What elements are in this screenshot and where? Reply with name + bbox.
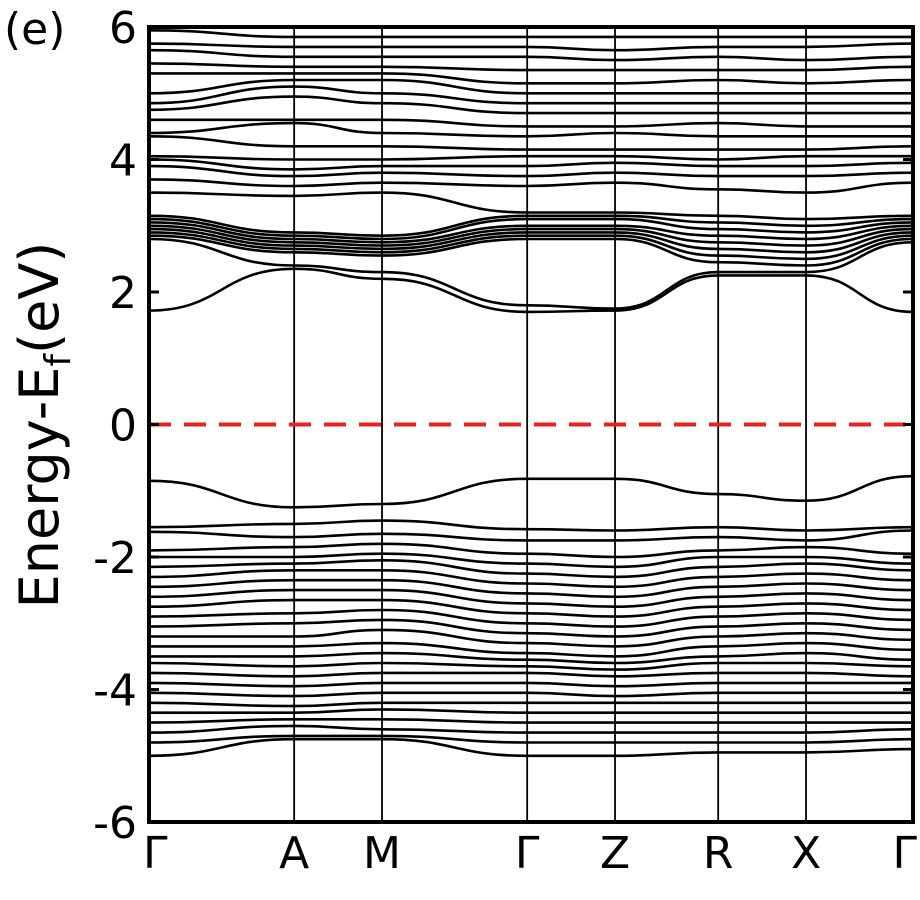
band-line: [148, 85, 913, 105]
band-line: [148, 42, 914, 52]
band-line: [148, 701, 914, 708]
band-line: [148, 474, 914, 509]
y-tick-label: -4: [93, 666, 137, 717]
k-point-label: M: [363, 828, 401, 879]
y-axis-label: Energy-Ef(eV): [8, 242, 79, 609]
k-point-label: R: [703, 828, 734, 879]
band-line: [148, 135, 914, 151]
y-axis-label-subscript: f: [38, 353, 79, 367]
band-line: [148, 519, 914, 532]
band-line: [148, 158, 914, 171]
y-axis-ticks: -6 -4 -2 0 2 4 6: [93, 3, 913, 849]
y-tick-label: 2: [109, 268, 137, 319]
band-line: [148, 542, 914, 559]
band-line: [148, 178, 914, 194]
band-line: [149, 651, 914, 665]
band-line: [148, 29, 913, 39]
band-line: [148, 717, 913, 724]
band-line: [148, 724, 914, 734]
band-line: [148, 154, 913, 161]
band-line: [148, 671, 914, 678]
band-line: [148, 237, 914, 310]
band-line: [148, 48, 914, 62]
k-point-label: Γ: [515, 828, 540, 879]
band-line: [148, 708, 913, 715]
k-point-label: Z: [600, 828, 630, 879]
k-point-label: X: [791, 828, 821, 879]
band-line: [148, 529, 914, 542]
y-tick-label: 0: [109, 401, 137, 452]
band-line: [148, 62, 914, 72]
y-tick-label: -2: [93, 533, 137, 584]
panel-label: (e): [4, 4, 65, 55]
band-line: [148, 95, 913, 115]
y-tick-label: 4: [109, 136, 137, 187]
k-point-label: Γ: [892, 828, 917, 879]
y-axis-label-main: Energy-E: [8, 367, 71, 609]
band-line: [148, 691, 913, 698]
band-lines: [148, 29, 914, 758]
band-line: [148, 661, 914, 671]
k-point-label: A: [279, 828, 309, 879]
k-point-label: Γ: [143, 828, 168, 879]
y-tick-label: 6: [109, 3, 137, 54]
band-line: [148, 681, 913, 688]
y-tick-label: -6: [93, 798, 137, 849]
y-axis-label-tail: (eV): [8, 242, 71, 354]
